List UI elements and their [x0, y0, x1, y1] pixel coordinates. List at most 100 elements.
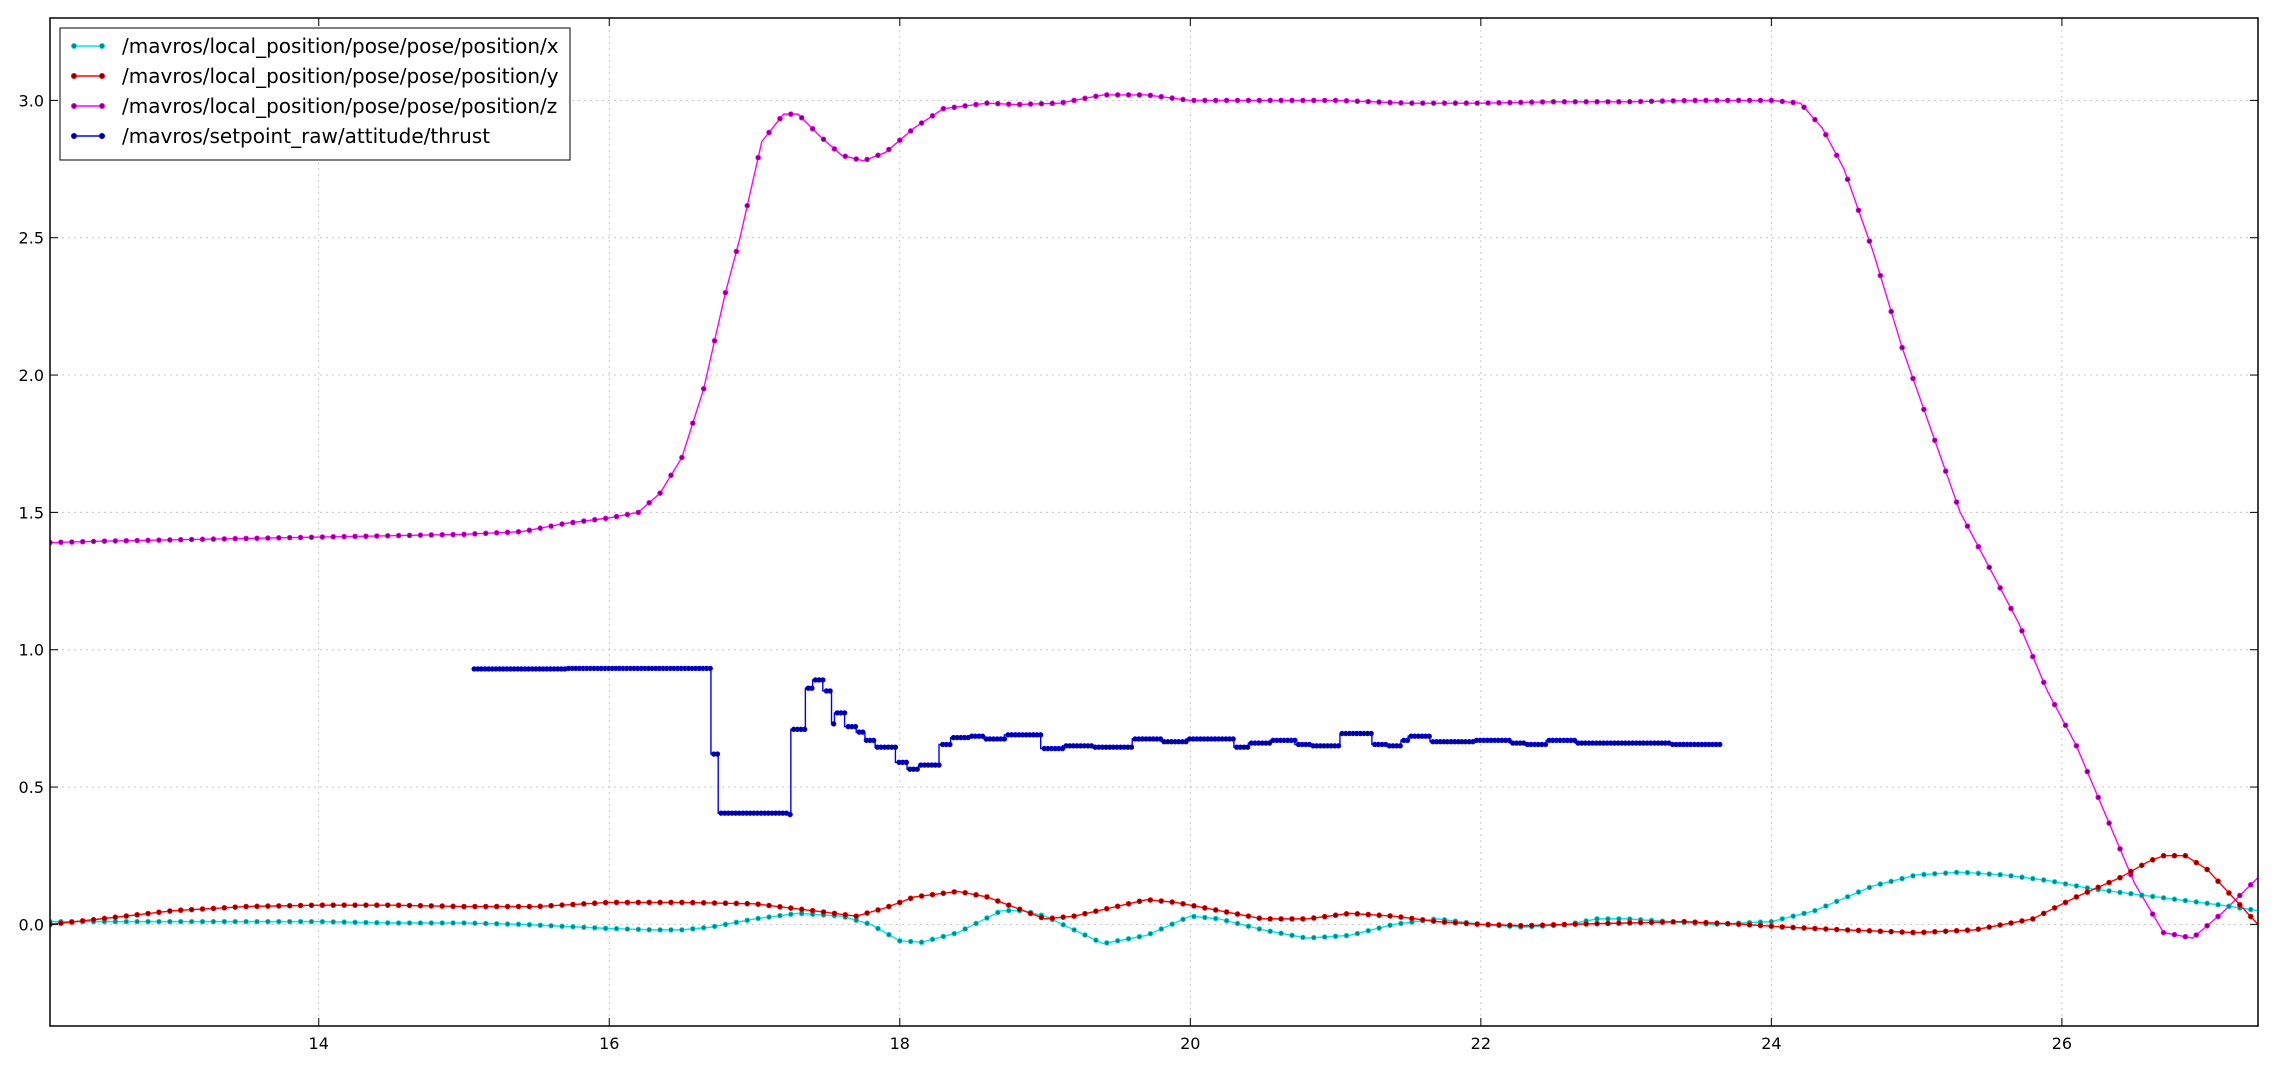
data-point — [330, 902, 337, 908]
data-point — [210, 918, 217, 925]
plot-frame — [49, 17, 2259, 1027]
axis-ticks: 14 16 18 20 22 24 26 0.0 0.5 1.0 1.5 2.0 2.5 3.0 — [19, 18, 2258, 1053]
data-point — [1191, 903, 1197, 909]
data-point — [2106, 888, 2112, 894]
data-point — [1266, 740, 1273, 746]
data-point — [1404, 737, 1411, 744]
data-point — [439, 531, 446, 538]
data-point — [635, 899, 642, 906]
data-point — [243, 918, 249, 925]
data-point — [199, 918, 206, 925]
data-point — [123, 913, 130, 919]
data-point — [1899, 875, 1905, 882]
data-point — [1801, 910, 1807, 917]
data-point — [428, 920, 435, 926]
data-point — [254, 903, 260, 910]
data-point — [733, 900, 740, 907]
data-point — [2182, 933, 2189, 940]
data-point — [820, 677, 826, 683]
data-point — [1452, 100, 1459, 106]
data-point — [875, 152, 881, 159]
data-point — [1093, 937, 1099, 943]
data-point — [2237, 892, 2243, 899]
data-point — [1452, 919, 1459, 926]
data-point — [875, 907, 881, 913]
data-point — [58, 539, 64, 546]
data-point — [831, 910, 838, 917]
y-tick-label: 2.0 — [19, 366, 44, 385]
data-point — [2149, 911, 2156, 917]
data-point — [1310, 915, 1317, 921]
data-point — [2073, 894, 2080, 900]
data-point — [984, 915, 990, 921]
data-point — [896, 938, 903, 944]
legend-marker — [99, 43, 106, 50]
data-point — [286, 902, 293, 909]
data-point — [1659, 919, 1666, 925]
data-point — [657, 490, 663, 496]
data-point — [1343, 932, 1350, 939]
data-point — [591, 516, 598, 523]
data-point — [1594, 920, 1600, 927]
data-point — [1801, 925, 1807, 931]
data-point — [2095, 884, 2102, 891]
data-point — [864, 910, 870, 916]
data-point — [232, 918, 239, 925]
data-point — [1899, 344, 1905, 351]
y-tick-label: 0.5 — [19, 778, 44, 797]
data-point — [177, 918, 184, 925]
data-point — [254, 535, 260, 542]
data-point — [979, 733, 986, 739]
data-point — [1953, 927, 1960, 934]
data-point — [1844, 893, 1851, 900]
data-point — [1147, 92, 1154, 99]
data-point — [265, 903, 271, 909]
data-point — [1223, 97, 1230, 104]
data-point — [907, 128, 914, 134]
data-point — [1768, 97, 1775, 104]
data-point — [1038, 100, 1045, 107]
data-point — [1866, 928, 1873, 934]
data-point — [2117, 889, 2123, 896]
data-point — [1496, 100, 1502, 106]
data-point — [1343, 98, 1350, 104]
data-point — [297, 534, 304, 541]
data-point — [1365, 927, 1372, 934]
data-point — [2160, 895, 2167, 901]
data-point — [112, 538, 119, 544]
data-point — [134, 537, 140, 544]
data-point — [918, 893, 925, 899]
data-point — [1648, 98, 1655, 105]
data-point — [461, 531, 467, 538]
data-point — [243, 535, 249, 542]
data-point — [1321, 97, 1328, 104]
data-point — [581, 924, 587, 931]
data-point — [2138, 892, 2145, 898]
data-point — [1801, 104, 1807, 111]
series-2 — [50, 92, 2258, 940]
data-point — [482, 920, 489, 927]
data-point — [1016, 101, 1023, 108]
data-point — [1866, 884, 1873, 891]
data-point — [526, 903, 533, 910]
data-point — [330, 534, 337, 540]
data-point — [1343, 911, 1350, 917]
data-point — [2247, 913, 2254, 920]
data-point — [1539, 922, 1546, 928]
data-point — [352, 533, 358, 540]
data-point — [2008, 873, 2014, 879]
data-point — [493, 903, 500, 910]
data-point — [1572, 98, 1579, 105]
data-point — [1147, 930, 1154, 937]
data-point — [2030, 875, 2036, 882]
data-point — [624, 926, 631, 932]
data-point — [286, 918, 293, 925]
data-point — [1223, 909, 1230, 915]
data-point — [395, 920, 402, 926]
data-point — [2226, 903, 2232, 910]
data-point — [1441, 100, 1448, 106]
data-point — [1365, 911, 1372, 918]
data-point — [167, 908, 173, 914]
data-point — [1910, 929, 1916, 936]
data-point — [68, 539, 75, 545]
